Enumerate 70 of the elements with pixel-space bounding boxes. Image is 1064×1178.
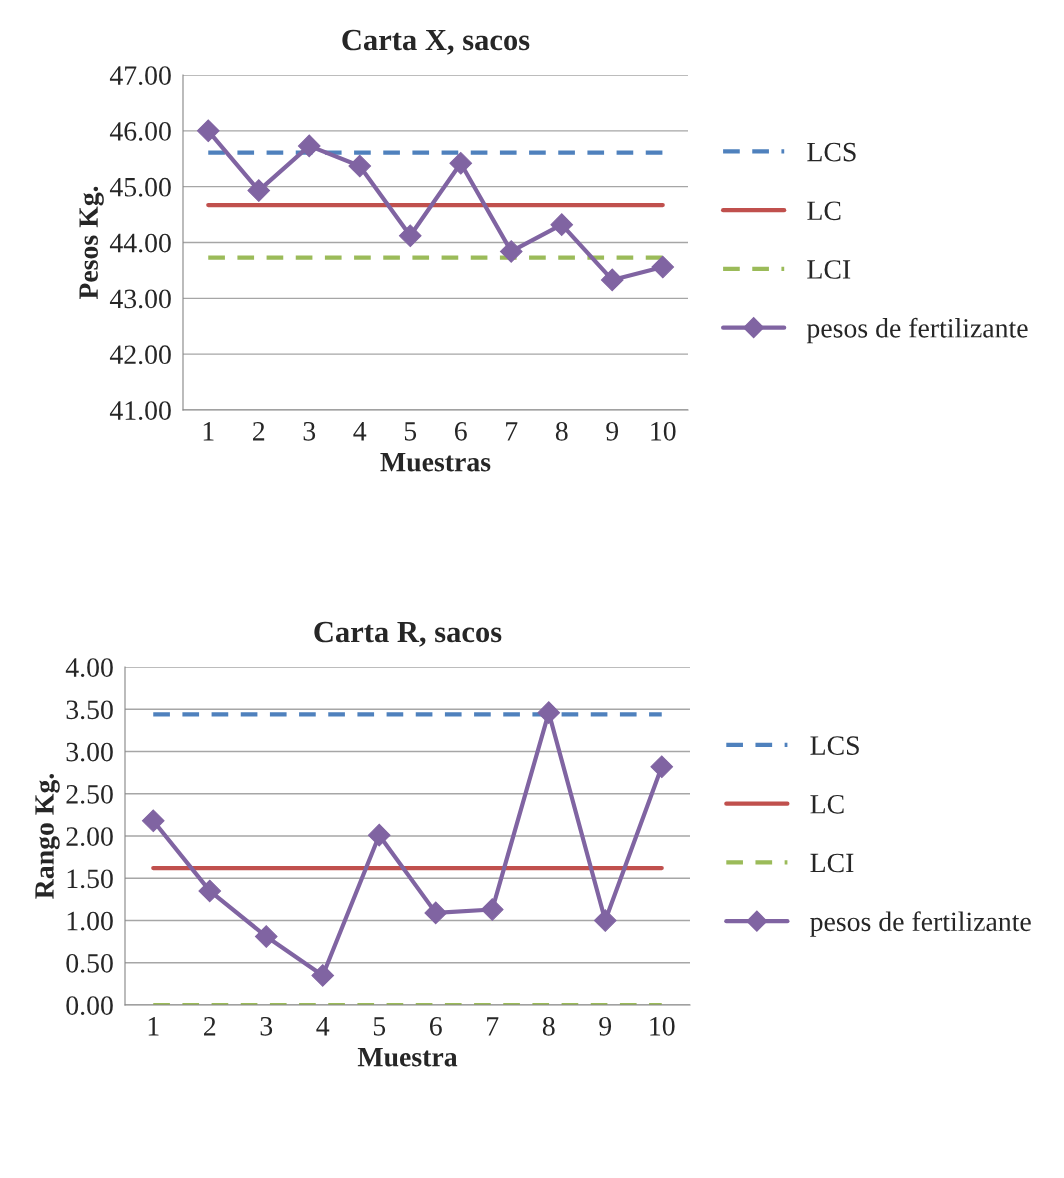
legend-label: LCI (810, 853, 854, 873)
x-axis-title: Muestra (357, 1047, 458, 1067)
legend-label: LCI (807, 260, 851, 279)
x-tick-label: 3 (260, 1016, 273, 1036)
y-tick-label: 41.00 (109, 401, 171, 421)
point (537, 701, 561, 724)
y-tick-label: 2.50 (66, 784, 113, 804)
x-tick-label: 4 (353, 422, 367, 441)
point (449, 151, 473, 175)
x-tick-label: 9 (599, 1016, 612, 1036)
x-tick-label: 10 (651, 421, 676, 441)
legend-label: pesos de fertilizante (810, 911, 1031, 937)
x-tick-label: 1 (148, 1017, 159, 1036)
point (398, 224, 422, 248)
y-tick-label: 3.50 (66, 700, 113, 720)
point (196, 119, 220, 143)
point (254, 925, 278, 948)
x-tick-label: 10 (650, 1016, 675, 1036)
point (367, 823, 391, 847)
x-tick-label: 6 (455, 421, 467, 441)
point (593, 909, 617, 932)
y-tick-label: 1.50 (67, 869, 113, 889)
point (480, 898, 504, 921)
y-tick-label: 1.00 (67, 911, 113, 931)
x-tick-label: 5 (373, 1017, 386, 1036)
y-axis-title: Pesos Kg. (79, 186, 104, 300)
y-tick-label: 0.50 (66, 953, 113, 973)
y-tick-label: 0.00 (66, 996, 113, 1016)
x-tick-label: 3 (303, 421, 316, 441)
y-tick-label: 2.00 (66, 827, 113, 847)
point (499, 240, 523, 263)
x-tick-label: 4 (316, 1017, 330, 1036)
legend-label: LC (807, 201, 841, 221)
y-tick-label: 3.00 (66, 742, 113, 762)
y-tick-label: 44.00 (109, 233, 171, 253)
legend-label: LCS (807, 142, 856, 162)
x-tick-label: 2 (204, 1016, 216, 1036)
x-tick-label: 9 (606, 421, 619, 441)
point (650, 755, 674, 779)
x-tick-label: 8 (542, 1016, 555, 1036)
y-tick-label: 42.00 (109, 345, 171, 365)
x-tick-label: 1 (203, 422, 214, 441)
x-tick-label: 5 (404, 422, 417, 441)
point (550, 213, 574, 236)
y-tick-label: 47.00 (109, 66, 171, 86)
point (311, 964, 335, 987)
x-tick-label: 6 (430, 1016, 442, 1036)
point (424, 901, 448, 925)
y-axis-title: Rango Kg. (35, 773, 60, 899)
chart-title: Carta X, sacos (342, 29, 530, 55)
point (600, 268, 624, 292)
x-tick-label: 8 (555, 421, 568, 441)
legend-label: LC (810, 794, 844, 814)
legend-label: pesos de fertilizante (806, 317, 1028, 344)
y-tick-label: 46.00 (109, 122, 171, 141)
x-axis-title: Muestras (380, 452, 491, 472)
point (198, 879, 222, 903)
legend-label: LCS (810, 736, 859, 755)
point (348, 154, 372, 178)
x-tick-label: 2 (253, 421, 265, 441)
chart-title: Carta R, sacos (314, 621, 502, 647)
x-tick-label: 7 (506, 422, 518, 441)
y-tick-label: 45.00 (109, 177, 171, 197)
point (651, 255, 675, 279)
x-tick-label: 7 (487, 1017, 499, 1036)
point (247, 179, 271, 202)
y-tick-label: 43.00 (109, 289, 171, 309)
y-tick-label: 4.00 (65, 658, 113, 678)
point (141, 809, 165, 833)
point (297, 134, 321, 158)
